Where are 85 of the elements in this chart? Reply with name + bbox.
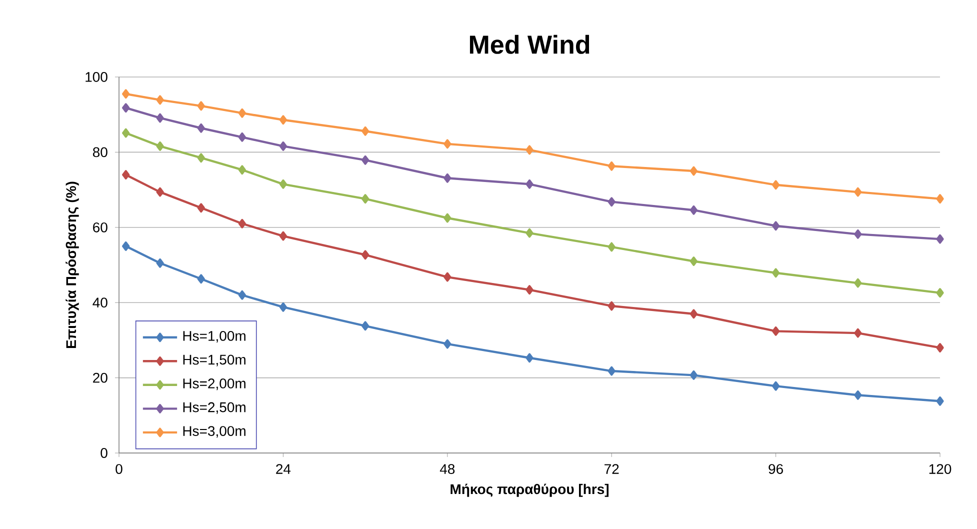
- legend-label: Hs=2,00m: [183, 378, 246, 390]
- point: [156, 258, 164, 268]
- point: [608, 161, 616, 171]
- point: [772, 326, 780, 336]
- chart-title: Med Wind: [470, 34, 590, 54]
- point: [156, 141, 164, 151]
- point: [197, 203, 205, 213]
- point: [238, 218, 246, 228]
- y-tick-label: 40: [92, 298, 108, 308]
- point: [279, 179, 288, 189]
- point: [156, 95, 164, 105]
- point: [362, 126, 370, 136]
- point: [122, 89, 130, 99]
- point: [197, 274, 205, 284]
- point: [936, 194, 944, 204]
- point: [526, 228, 534, 238]
- point: [772, 381, 780, 391]
- point: [854, 328, 862, 338]
- point: [362, 194, 370, 204]
- point: [444, 173, 452, 183]
- point: [444, 272, 452, 282]
- x-tick-label: 96: [768, 464, 783, 474]
- y-tick-label: 80: [92, 147, 108, 158]
- point: [690, 205, 698, 215]
- point: [238, 108, 246, 118]
- point: [936, 234, 944, 244]
- point: [608, 197, 616, 207]
- point: [197, 153, 205, 163]
- point: [279, 231, 288, 241]
- point: [238, 290, 246, 300]
- legend-label: Hs=2,50m: [183, 402, 246, 414]
- point: [279, 141, 288, 151]
- point: [197, 101, 205, 111]
- x-tick-label: 24: [276, 464, 291, 474]
- point: [526, 179, 534, 189]
- x-tick-label: 0: [116, 464, 122, 474]
- point: [279, 115, 288, 125]
- point: [772, 221, 780, 231]
- point: [854, 278, 862, 288]
- point: [122, 241, 130, 251]
- point: [122, 128, 130, 138]
- point: [526, 285, 534, 295]
- y-tick-label: 20: [93, 372, 108, 383]
- point: [362, 321, 370, 331]
- point: [608, 242, 616, 252]
- point: [279, 302, 288, 312]
- point: [526, 145, 534, 155]
- point: [238, 165, 246, 175]
- x-tick-label: 48: [440, 464, 455, 474]
- point: [362, 155, 370, 165]
- x-tick-label: 120: [929, 464, 952, 474]
- y-tick-label: 100: [86, 72, 108, 82]
- y-tick-label: 0: [100, 448, 108, 458]
- point: [238, 132, 246, 142]
- point: [122, 103, 130, 113]
- point: [444, 339, 452, 349]
- point: [156, 113, 164, 123]
- legend-label: Hs=1,00m: [183, 330, 246, 343]
- point: [854, 390, 862, 400]
- point: [444, 139, 452, 149]
- point: [690, 309, 698, 319]
- point: [854, 187, 862, 197]
- point: [936, 343, 944, 352]
- point: [936, 396, 944, 406]
- point: [526, 353, 534, 363]
- point: [936, 288, 944, 298]
- x-tick-label: 72: [604, 464, 619, 474]
- point: [772, 180, 780, 190]
- point: [690, 256, 698, 266]
- y-axis-title: Επιτυχία Πρόσβασης (%): [66, 182, 79, 348]
- point: [690, 166, 698, 176]
- point: [444, 213, 452, 223]
- point: [197, 123, 205, 133]
- point: [772, 268, 780, 278]
- y-tick-label: 60: [93, 222, 108, 232]
- legend-label: Hs=3,00m: [183, 426, 246, 438]
- x-axis-title: Μήκος παραθύρου [hrs]: [450, 484, 609, 497]
- point: [608, 366, 616, 376]
- point: [608, 301, 616, 311]
- point: [156, 187, 164, 197]
- point: [122, 170, 130, 180]
- legend-label: Hs=1,50m: [183, 354, 246, 366]
- point: [690, 370, 698, 380]
- point: [362, 250, 370, 260]
- point: [854, 229, 862, 239]
